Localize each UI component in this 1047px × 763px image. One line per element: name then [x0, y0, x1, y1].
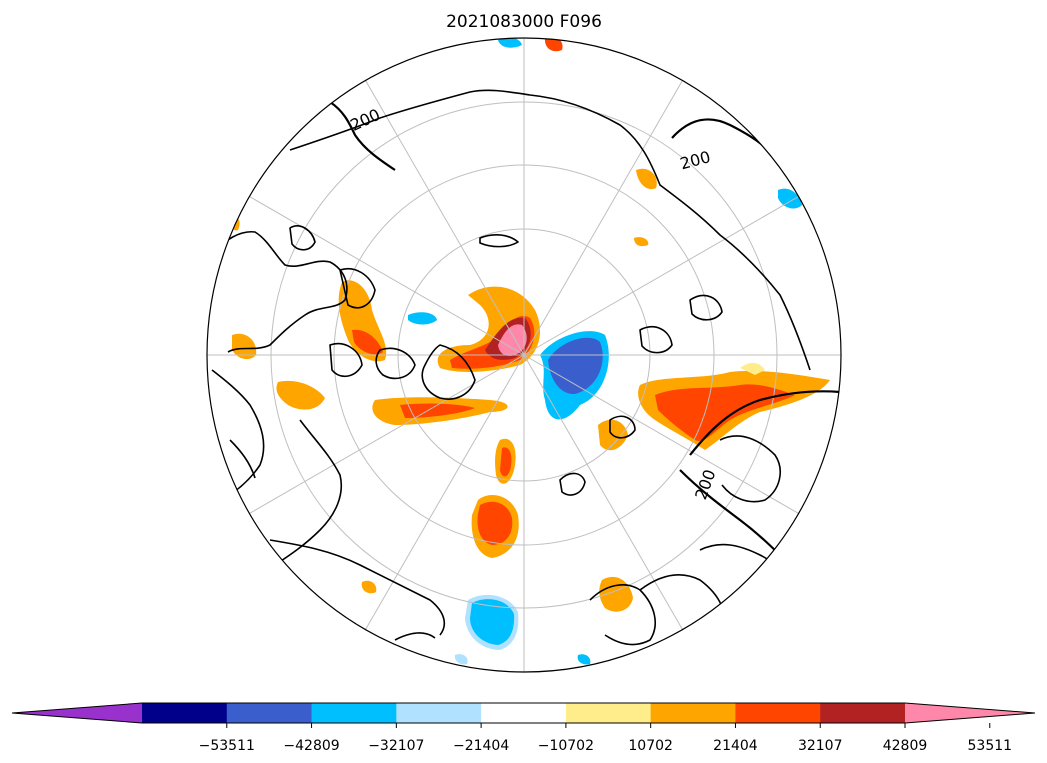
colorbar-tick-label: −21404 — [453, 738, 509, 754]
anomaly-near-pole-negative — [540, 331, 609, 420]
anomaly-greenland-sea-positive — [372, 397, 519, 558]
anomaly-north-atlantic-negative — [408, 312, 519, 650]
colorbar-segment — [820, 703, 906, 723]
colorbar-tick-label: 10702 — [628, 738, 673, 754]
colorbar-tick-label: −32107 — [368, 738, 424, 754]
colorbar: −53511 −42809 −32107 −21404 −10702 10702 21404… — [11, 702, 1036, 754]
colorbar-extend-high — [905, 703, 1035, 723]
colorbar-segment — [650, 703, 736, 723]
colorbar-segment — [142, 703, 228, 723]
coastlines — [209, 89, 811, 646]
graticule — [207, 38, 841, 672]
colorbar-tick-label: 53511 — [968, 738, 1013, 754]
chart-title: 2021083000 F096 — [446, 12, 602, 32]
colorbar-extend-low — [12, 703, 142, 723]
map-boundary — [206, 37, 842, 673]
colorbar-segment — [735, 703, 821, 723]
anomaly-canadian-archipelago-positive — [232, 280, 387, 410]
colorbar-tick-label: 21404 — [713, 738, 758, 754]
anomaly-siberia-positive — [638, 362, 830, 450]
colorbar-tick-label: 42809 — [883, 738, 928, 754]
colorbar-tick-label: −53511 — [199, 738, 255, 754]
colorbar-tick-label: 32107 — [798, 738, 843, 754]
colorbar-segment — [481, 703, 567, 723]
colorbar-segment — [311, 703, 397, 723]
colorbar-tick-label: −10702 — [538, 738, 594, 754]
colorbar-segment — [226, 703, 313, 723]
colorbar-segment — [565, 703, 652, 723]
colorbar-segment — [396, 703, 482, 723]
colorbar-tick-label: −42809 — [283, 738, 339, 754]
anomaly-near-pole-positive — [437, 286, 540, 372]
colorbar-outline — [11, 702, 1036, 724]
polar-map: 200 200 200 — [206, 37, 842, 673]
